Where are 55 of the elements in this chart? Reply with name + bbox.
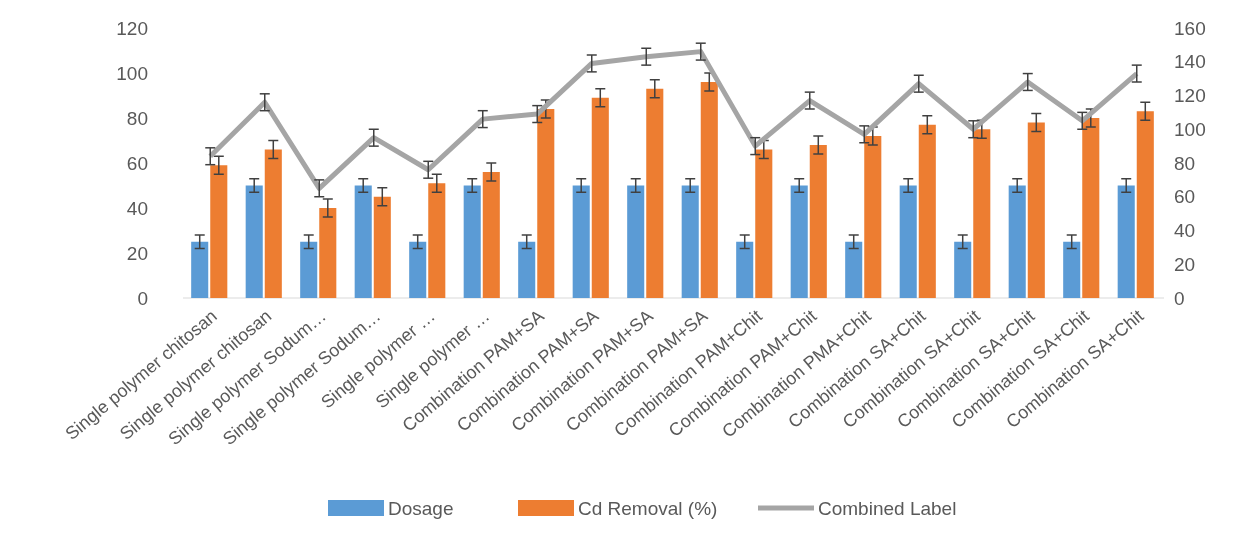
y2-tick-label: 60 (1174, 186, 1196, 208)
y-tick-label: 100 (116, 62, 148, 84)
bar (210, 165, 228, 298)
bar (790, 185, 808, 298)
bar (700, 82, 718, 298)
bar (899, 185, 917, 298)
bar (954, 241, 972, 298)
bar (245, 185, 263, 298)
bar (646, 88, 664, 298)
bar (864, 136, 882, 298)
y-tick-label: 20 (126, 242, 148, 264)
bar (1136, 111, 1154, 298)
y2-tick-label: 0 (1174, 287, 1185, 309)
y-tick-label: 0 (137, 287, 148, 309)
y-tick-label: 40 (126, 197, 148, 219)
bar (482, 172, 500, 298)
y-tick-label: 120 (116, 17, 148, 39)
y2-tick-label: 80 (1174, 152, 1196, 174)
bar (809, 145, 827, 298)
bar (518, 241, 536, 298)
bar (591, 97, 609, 298)
bar (918, 124, 936, 298)
bar (736, 241, 754, 298)
y2-tick-label: 100 (1174, 118, 1206, 140)
legend-label: Cd Removal (%) (578, 497, 718, 519)
bar (845, 241, 863, 298)
bar (1063, 241, 1081, 298)
bar (1008, 185, 1026, 298)
bar (428, 183, 446, 298)
bar (755, 149, 773, 298)
y2-tick-label: 160 (1174, 17, 1206, 39)
bar (681, 185, 699, 298)
bar (1027, 122, 1045, 298)
bar (409, 241, 427, 298)
legend-label: Combined Label (818, 497, 957, 519)
bar (537, 109, 555, 298)
y2-tick-label: 140 (1174, 51, 1206, 73)
bar (572, 185, 590, 298)
bar (1117, 185, 1135, 298)
bar (319, 208, 337, 298)
bar (191, 241, 209, 298)
bar (1082, 118, 1100, 298)
bar (300, 241, 318, 298)
y2-tick-label: 20 (1174, 253, 1196, 275)
bar (973, 129, 991, 298)
y-tick-label: 60 (126, 152, 148, 174)
y2-tick-label: 120 (1174, 85, 1206, 107)
bar (354, 185, 372, 298)
y2-tick-label: 40 (1174, 220, 1196, 242)
bar (627, 185, 645, 298)
bar (463, 185, 481, 298)
legend-label: Dosage (388, 497, 454, 519)
bar (373, 196, 391, 298)
y-tick-label: 80 (126, 107, 148, 129)
bar (264, 149, 282, 298)
